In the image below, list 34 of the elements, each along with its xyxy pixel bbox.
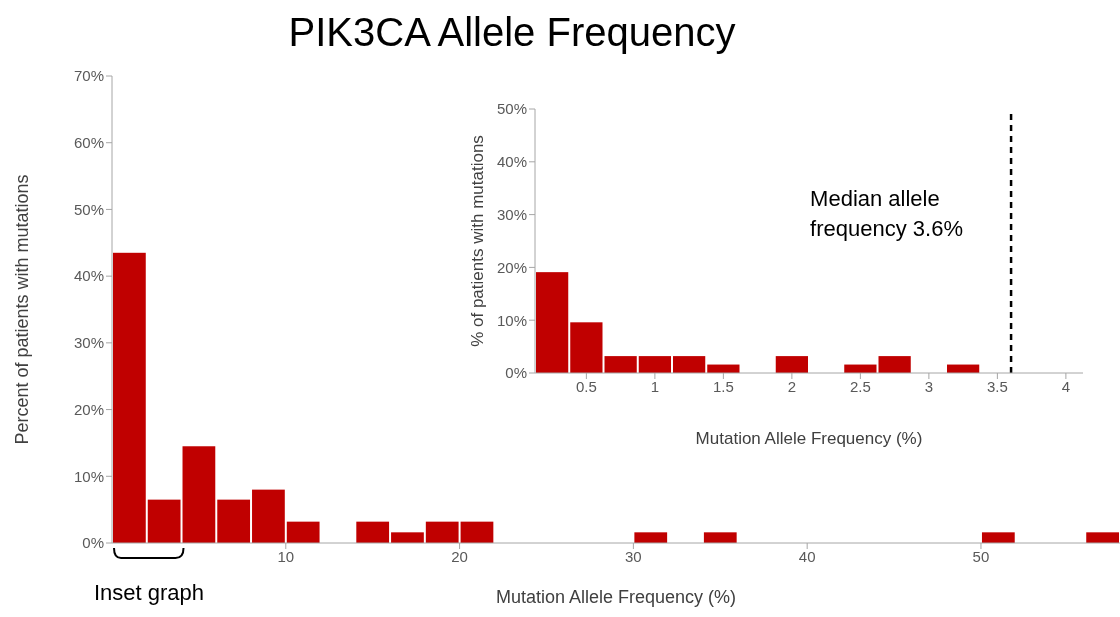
- y-tick-label: 20%: [73, 400, 104, 418]
- x-tick-label: 2: [787, 377, 797, 395]
- text: Inset graph: [92, 580, 205, 606]
- y-axis-title: Percent of patients with mutations: [12, 174, 33, 445]
- y-tick-label: 40%: [496, 153, 527, 171]
- x-tick-label: 4: [1061, 377, 1071, 395]
- y-tick-label: 30%: [496, 205, 527, 223]
- y-tick-label: 50%: [496, 100, 527, 118]
- y-tick-label: 20%: [496, 258, 527, 276]
- y-tick-label: 70%: [73, 67, 104, 85]
- y-tick-label: 60%: [73, 134, 104, 152]
- chart-title: PIK3CA Allele Frequency: [287, 10, 737, 55]
- x-tick-label: 20: [451, 547, 468, 565]
- x-tick-label: 10: [277, 547, 295, 565]
- x-tick-label: 3.5: [986, 377, 1008, 395]
- x-tick-label: 30: [625, 547, 642, 565]
- x-tick-label: 3: [924, 377, 934, 395]
- x-tick-label: 1: [650, 377, 660, 395]
- y-tick-label: 10%: [496, 311, 527, 329]
- y-tick-label: 0%: [82, 534, 104, 552]
- y-tick-label: 10%: [73, 467, 104, 485]
- x-tick-label: 1.5: [712, 377, 734, 395]
- x-tick-label: 2.5: [849, 377, 871, 395]
- x-tick-label: 50: [972, 547, 990, 565]
- x-tick-label: 0.5: [575, 377, 597, 395]
- ref-line-label: Median allele frequency 3.6%: [810, 185, 964, 243]
- y-tick-label: 40%: [73, 267, 104, 285]
- x-axis-title: Mutation Allele Frequency (%): [495, 587, 737, 607]
- y-tick-label: 0%: [505, 364, 527, 382]
- y-tick-label: 50%: [73, 200, 104, 218]
- x-tick-label: 40: [798, 547, 816, 565]
- y-axis-title: % of patients with mutations: [468, 135, 488, 347]
- y-tick-label: 30%: [73, 334, 104, 352]
- x-axis-title: Mutation Allele Frequency (%): [695, 429, 923, 448]
